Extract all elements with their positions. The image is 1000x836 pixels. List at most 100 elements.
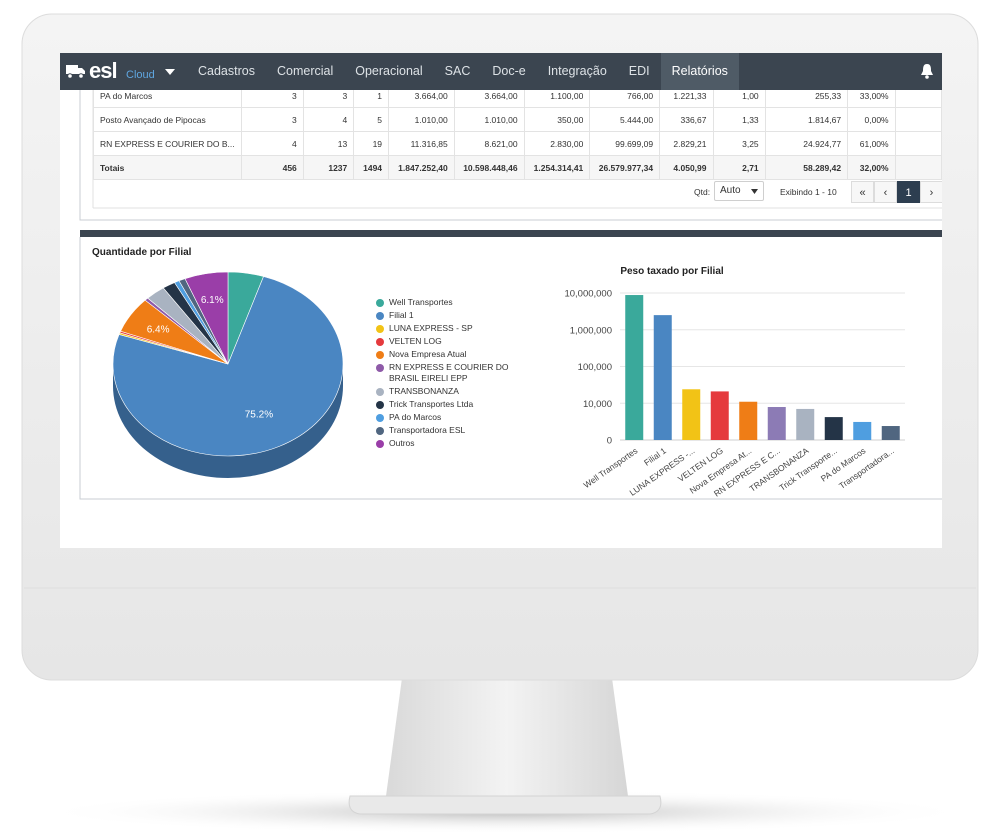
table-cell: 19 bbox=[353, 131, 390, 156]
legend-label: Well Transportes bbox=[389, 297, 453, 307]
y-tick-label: 10,000,000 bbox=[564, 289, 612, 300]
nav-item[interactable]: EDI bbox=[628, 64, 650, 78]
bar bbox=[881, 426, 900, 440]
legend-item[interactable]: PA do Marcos bbox=[376, 412, 526, 423]
bar bbox=[853, 421, 872, 440]
table-cell: 766,00 bbox=[589, 90, 661, 108]
table-cell: 1237 bbox=[303, 155, 355, 180]
legend-swatch bbox=[376, 413, 384, 422]
first-page-button[interactable]: « bbox=[851, 181, 874, 203]
qty-label: Qtd: bbox=[694, 187, 711, 197]
table-row: RN EXPRESS E COURIER DO B... 4 13 19 11.316,… bbox=[93, 131, 942, 156]
table-cell: 1.221,33 bbox=[659, 90, 714, 108]
table-cell: 1.010,00 bbox=[388, 107, 455, 132]
table-cell: 3.664,00 bbox=[388, 90, 455, 108]
nav-item[interactable]: Operacional bbox=[355, 64, 423, 78]
bar bbox=[682, 389, 701, 440]
table-cell bbox=[895, 90, 942, 108]
table-cell: 4 bbox=[241, 131, 304, 156]
legend-item[interactable]: Transportadora ESL bbox=[376, 425, 526, 436]
bar bbox=[796, 408, 815, 440]
nav-item[interactable]: Doc-e bbox=[492, 64, 526, 78]
table-cell: 24.924,77 bbox=[765, 131, 849, 156]
table-cell: RN EXPRESS E COURIER DO B... bbox=[93, 131, 242, 156]
table-cell bbox=[895, 155, 942, 180]
legend-swatch bbox=[376, 337, 384, 346]
table-container: PA do Marcos 3 3 1 3.664,00 3.664,00 1.100,00 7… bbox=[60, 90, 942, 221]
table-cell: 0,00% bbox=[847, 107, 896, 132]
nav-item[interactable]: SAC bbox=[444, 64, 471, 78]
legend-swatch bbox=[376, 400, 384, 409]
legend-item[interactable]: RN EXPRESS E COURIER DO BRASIL EIRELI EP… bbox=[376, 362, 526, 384]
bell-icon[interactable] bbox=[920, 63, 934, 79]
legend-swatch bbox=[376, 324, 384, 333]
legend-item[interactable]: Trick Transportes Ltda bbox=[376, 399, 526, 410]
legend-swatch bbox=[376, 426, 384, 435]
pie-label: 6.1% bbox=[201, 295, 224, 306]
table-cell: Posto Avançado de Pipocas bbox=[93, 107, 242, 132]
nav-menu: Cadastros Comercial Operacional SAC Doc-e Int… bbox=[187, 53, 739, 90]
legend-item[interactable]: LUNA EXPRESS - SP bbox=[376, 323, 526, 334]
y-tick-label: 1,000,000 bbox=[570, 325, 612, 336]
table-cell: 350,00 bbox=[524, 107, 591, 132]
table-cell: 3,25 bbox=[713, 131, 766, 156]
table-cell: 8.621,00 bbox=[454, 131, 525, 156]
select-caret bbox=[751, 189, 758, 194]
bar bbox=[710, 391, 729, 440]
legend-item[interactable]: Filial 1 bbox=[376, 310, 526, 321]
table-cell: PA do Marcos bbox=[93, 90, 242, 108]
legend-item[interactable]: Nova Empresa Atual bbox=[376, 349, 526, 360]
table-cell: 4 bbox=[303, 107, 355, 132]
legend-item[interactable]: Well Transportes bbox=[376, 297, 526, 308]
legend-swatch bbox=[376, 387, 384, 396]
table-cell: 2.829,21 bbox=[659, 131, 714, 156]
chart-title: Quantidade por Filial bbox=[92, 247, 192, 258]
nav-item[interactable]: Relatórios bbox=[660, 53, 739, 90]
legend-swatch bbox=[376, 298, 384, 307]
y-tick-label: 100,000 bbox=[578, 362, 612, 373]
table-cell: 1.254.314,41 bbox=[524, 155, 591, 180]
qty-select[interactable]: Auto bbox=[714, 181, 764, 201]
table-row: PA do Marcos 3 3 1 3.664,00 3.664,00 1.100,00 7… bbox=[93, 90, 942, 108]
table-cell: 1.847.252,40 bbox=[388, 155, 455, 180]
prev-page-button[interactable]: ‹ bbox=[874, 181, 897, 203]
brand-caret[interactable] bbox=[165, 69, 175, 75]
table-cell: 32,00% bbox=[847, 155, 896, 180]
next-page-button[interactable]: › bbox=[920, 181, 942, 203]
y-baseline-label: 0 bbox=[607, 436, 612, 447]
legend-item[interactable]: Outros bbox=[376, 438, 526, 449]
bar bbox=[653, 315, 672, 440]
pie-legend: Well Transportes Filial 1 LUNA EXPRESS - S… bbox=[376, 297, 526, 451]
page-button[interactable]: 1 bbox=[897, 181, 920, 203]
pie-slice-side bbox=[113, 364, 343, 478]
nav-item[interactable]: Integração bbox=[547, 64, 607, 78]
legend-label: Outros bbox=[389, 438, 415, 448]
charts: Quantidade por Filial 75.2% 6.4% 6.1% Peso t… bbox=[92, 247, 905, 499]
table-cell: Totais bbox=[93, 155, 242, 180]
legend-label: LUNA EXPRESS - SP bbox=[389, 323, 473, 333]
brand[interactable]: esl bbox=[89, 58, 118, 83]
legend-label: TRANSBONANZA bbox=[389, 386, 459, 396]
legend-label: PA do Marcos bbox=[389, 412, 442, 422]
table-row: Posto Avançado de Pipocas 3 4 5 1.010,00 1.01… bbox=[93, 107, 942, 132]
bar bbox=[767, 407, 786, 440]
bar bbox=[824, 417, 843, 440]
table-cell bbox=[895, 131, 942, 156]
legend-item[interactable]: TRANSBONANZA bbox=[376, 386, 526, 397]
table-cell: 13 bbox=[303, 131, 355, 156]
report-table: PA do Marcos 3 3 1 3.664,00 3.664,00 1.100,00 7… bbox=[93, 90, 942, 180]
stand-base bbox=[348, 795, 662, 815]
pie-slice bbox=[112, 276, 344, 457]
table-cell: 1.100,00 bbox=[524, 90, 591, 108]
table-cell: 26.579.977,34 bbox=[589, 155, 661, 180]
table-cell: 99.699,09 bbox=[589, 131, 661, 156]
chart-panel-border bbox=[79, 237, 942, 500]
nav-item[interactable]: Comercial bbox=[276, 64, 334, 78]
table-row: Totais 456 1237 1494 1.847.252,40 10.598.448,… bbox=[93, 155, 942, 180]
table-cell: 1.010,00 bbox=[454, 107, 525, 132]
brand-sub[interactable]: Cloud bbox=[126, 69, 155, 81]
legend-label: Transportadora ESL bbox=[389, 425, 466, 435]
chart-title: Peso taxado por Filial bbox=[620, 266, 724, 277]
nav-item[interactable]: Cadastros bbox=[198, 64, 255, 78]
legend-item[interactable]: VELTEN LOG bbox=[376, 336, 526, 347]
